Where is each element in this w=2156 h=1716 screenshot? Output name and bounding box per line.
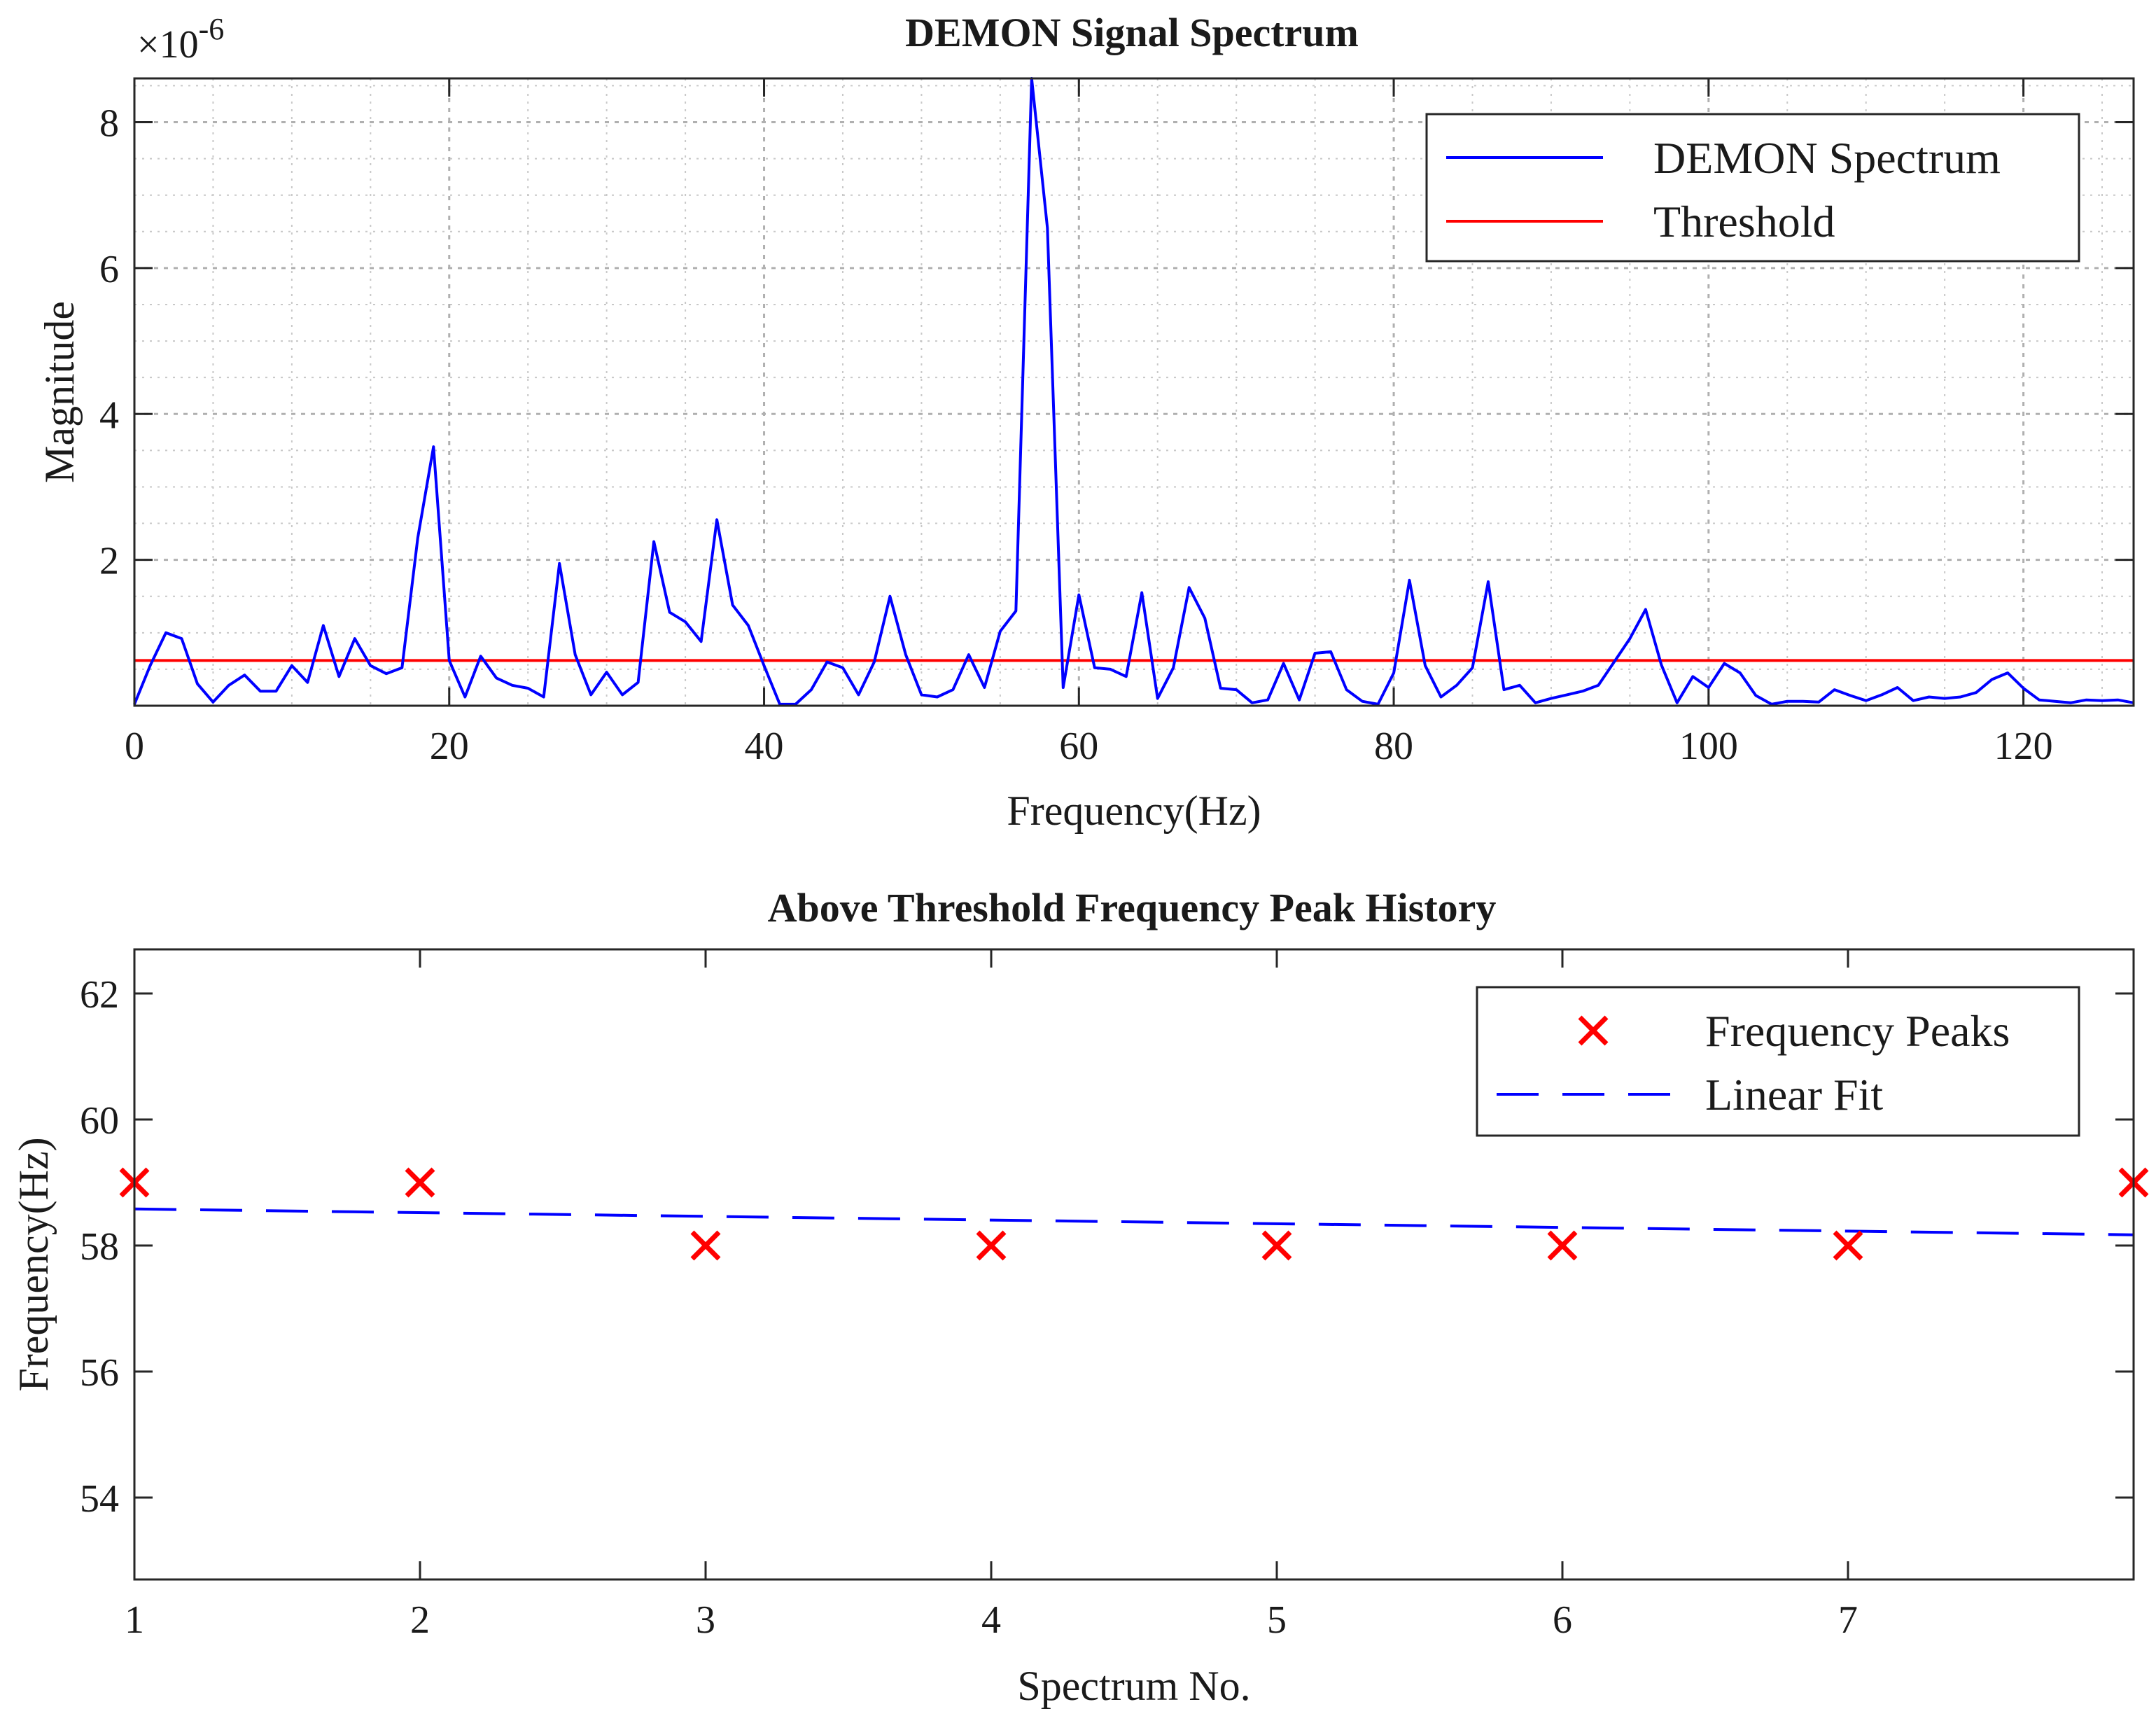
y-tick-label: 4 (99, 393, 119, 437)
x-tick-label: 2 (410, 1598, 430, 1642)
spectrum-y-ticks: 2 4 6 8 (99, 102, 2134, 583)
frequency-peak-marker (976, 1230, 1007, 1261)
history-plot-frame (133, 948, 2135, 1581)
peak-history-chart: Above Threshold Frequency Peak History 1… (10, 885, 2149, 1709)
x-tick-label: 20 (430, 725, 469, 768)
frequency-peak-marker (1261, 1230, 1292, 1261)
frequency-peak-marker (1547, 1230, 1578, 1261)
peak-history-chart-title: Above Threshold Frequency Peak History (768, 885, 1497, 930)
frequency-peak-marker (690, 1230, 721, 1261)
history-y-ticks: 54 56 58 60 62 (80, 973, 2134, 1521)
x-tick-label: 80 (1374, 725, 1413, 768)
legend-peak-marker (1578, 1015, 1609, 1046)
spectrum-legend: DEMON Spectrum Threshold (1425, 113, 2080, 263)
legend-threshold-label: Threshold (1653, 197, 1835, 246)
x-tick-label: 60 (1059, 725, 1098, 768)
x-tick-label: 100 (1679, 725, 1738, 768)
y-exponent-label: ×10-6 (137, 12, 224, 67)
y-tick-label: 2 (99, 540, 119, 583)
spectrum-chart-title: DEMON Signal Spectrum (905, 10, 1359, 55)
x-tick-label: 7 (1838, 1598, 1858, 1642)
legend-spectrum-label: DEMON Spectrum (1653, 133, 2001, 183)
y-tick-label: 6 (99, 248, 119, 291)
y-tick-label: 58 (80, 1225, 119, 1269)
x-tick-label: 4 (981, 1598, 1001, 1642)
y-tick-label: 62 (80, 973, 119, 1017)
x-tick-label: 6 (1553, 1598, 1572, 1642)
history-legend-box (1476, 986, 2080, 1137)
linear-fit-line (134, 1207, 2134, 1236)
spectrum-chart: DEMON Signal Spectrum ×10-6 0 20 40 60 80 100… (36, 10, 2135, 834)
frequency-peak-marker (1833, 1230, 1863, 1261)
spectrum-grid (134, 78, 2134, 706)
spectrum-y-axis-label: Magnitude (36, 301, 83, 483)
spectrum-line (133, 77, 2134, 706)
spectrum-x-ticks: 0 20 40 60 80 100 120 (125, 78, 2053, 768)
legend-fit-label: Linear Fit (1705, 1070, 1883, 1119)
frequency-peak-marker (405, 1167, 435, 1198)
spectrum-legend-box (1425, 113, 2080, 263)
y-tick-label: 8 (99, 102, 119, 146)
y-tick-label: 60 (80, 1099, 119, 1143)
frequency-peak-markers (119, 1167, 2149, 1261)
y-tick-label: 56 (80, 1351, 119, 1395)
legend-peaks-label: Frequency Peaks (1705, 1006, 2010, 1056)
history-x-ticks: 1 2 3 4 5 6 7 (125, 949, 1858, 1642)
history-y-axis-label: Frequency(Hz) (10, 1137, 57, 1391)
history-legend: Frequency Peaks Linear Fit (1476, 986, 2080, 1137)
x-tick-label: 3 (696, 1598, 715, 1642)
history-x-axis-label: Spectrum No. (1017, 1663, 1250, 1709)
x-tick-label: 1 (125, 1598, 144, 1642)
x-tick-label: 120 (1994, 725, 2053, 768)
x-tick-label: 0 (125, 725, 144, 768)
x-tick-label: 5 (1267, 1598, 1287, 1642)
x-tick-label: 40 (745, 725, 784, 768)
y-tick-label: 54 (80, 1477, 119, 1521)
legend-peaks-swatch (1578, 1015, 1609, 1046)
spectrum-x-axis-label: Frequency(Hz) (1007, 788, 1261, 834)
spectrum-plot-frame (133, 77, 2135, 707)
